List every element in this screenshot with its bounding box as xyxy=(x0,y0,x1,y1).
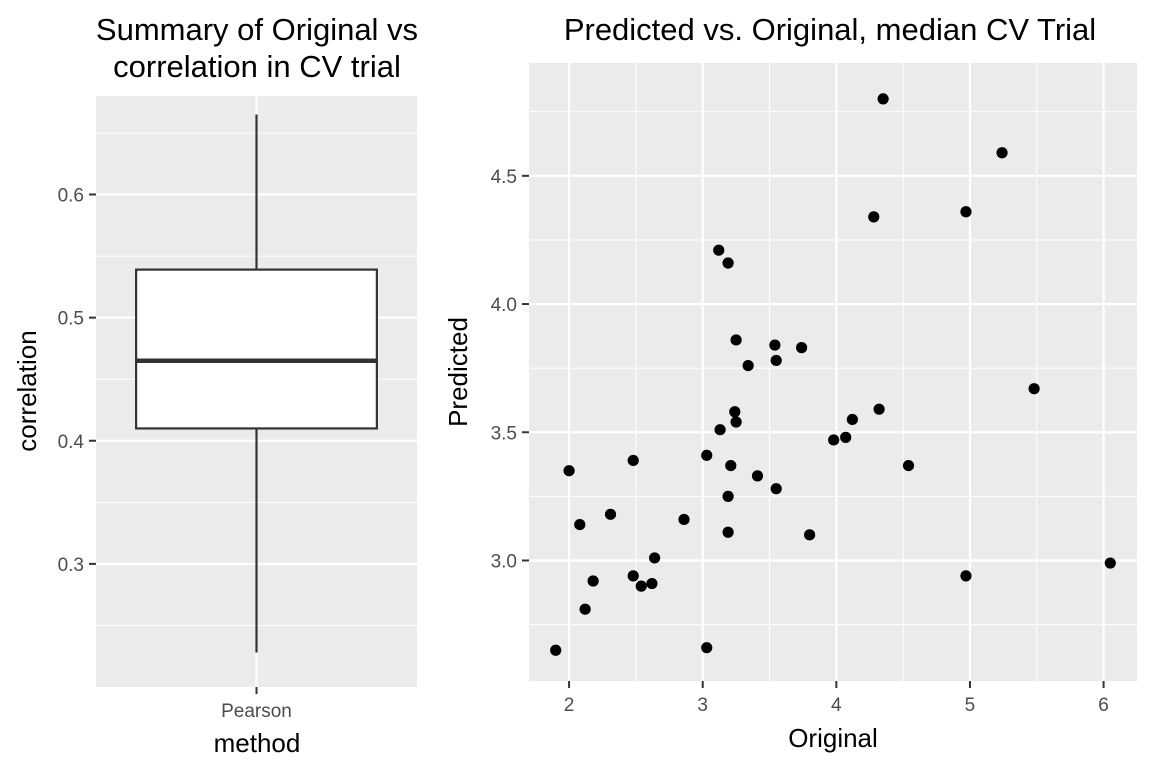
scatter-point xyxy=(730,416,742,428)
scatter-point xyxy=(1104,557,1116,569)
scatter-point xyxy=(649,552,661,564)
scatter-point xyxy=(678,513,690,526)
scatter-point xyxy=(722,526,734,538)
scatter-x-tick-label: 6 xyxy=(1098,695,1109,716)
scatter-point xyxy=(742,359,754,372)
boxplot-y-tick-label: 0.3 xyxy=(58,555,84,576)
scatter-x-axis-ticks: 2 3 4 5 6 xyxy=(564,681,1109,716)
scatter-point xyxy=(960,206,972,218)
scatter-y-tick-label: 3.0 xyxy=(491,551,517,572)
boxplot-y-tick-label: 0.6 xyxy=(58,186,84,207)
scatter-y-axis-title: Predicted xyxy=(443,317,473,427)
boxplot-y-axis-title: correlation xyxy=(12,330,42,451)
scatter-point xyxy=(627,454,639,467)
scatter-x-tick-label: 2 xyxy=(564,695,575,716)
scatter-panel: Predicted vs. Original, median CV Trial … xyxy=(443,12,1137,753)
scatter-point xyxy=(1028,383,1040,395)
boxplot-x-axis-ticks: Pearson xyxy=(221,687,292,722)
scatter-point xyxy=(902,459,915,472)
scatter-point xyxy=(550,644,562,656)
scatter-point xyxy=(751,470,764,482)
scatter-points xyxy=(550,93,1116,656)
scatter-point xyxy=(868,211,880,223)
scatter-point xyxy=(960,570,972,582)
scatter-point xyxy=(828,434,840,446)
scatter-point xyxy=(563,465,575,477)
scatter-plot-background xyxy=(529,63,1137,681)
boxplot-y-tick-label: 0.4 xyxy=(58,432,85,453)
scatter-point xyxy=(770,354,782,367)
scatter-point xyxy=(646,577,658,590)
boxplot-title-line-2: correlation in CV trial xyxy=(113,49,401,84)
scatter-point xyxy=(770,483,782,495)
scatter-x-axis-title: Original xyxy=(788,723,878,753)
boxplot-panel: Summary of Original vs correlation in CV… xyxy=(12,12,418,758)
scatter-point xyxy=(730,334,742,346)
scatter-point xyxy=(846,413,858,426)
boxplot-x-tick-label: Pearson xyxy=(221,701,292,722)
scatter-point xyxy=(996,147,1008,159)
scatter-point xyxy=(604,508,617,520)
boxplot-box xyxy=(135,268,378,430)
boxplot-x-axis-title: method xyxy=(214,728,301,758)
scatter-point xyxy=(635,580,647,592)
scatter-point xyxy=(840,431,852,443)
scatter-point xyxy=(714,424,726,436)
scatter-point xyxy=(701,642,713,654)
scatter-y-tick-label: 3.5 xyxy=(491,423,517,444)
scatter-point xyxy=(725,459,737,472)
scatter-point xyxy=(729,406,741,418)
scatter-point xyxy=(804,529,816,541)
scatter-point xyxy=(574,518,586,531)
boxplot-y-axis-ticks: 0.3 0.4 0.5 0.6 xyxy=(58,186,96,576)
boxplot-title-line-1: Summary of Original vs xyxy=(96,12,418,47)
scatter-x-tick-label: 4 xyxy=(831,695,842,716)
scatter-point xyxy=(627,570,639,582)
scatter-point xyxy=(587,575,599,587)
scatter-title: Predicted vs. Original, median CV Trial xyxy=(564,12,1096,47)
scatter-y-axis-ticks: 3.0 3.5 4.0 4.5 xyxy=(491,167,529,572)
scatter-point xyxy=(701,449,713,461)
scatter-y-tick-label: 4.5 xyxy=(491,167,517,188)
scatter-y-tick-label: 4.0 xyxy=(491,295,517,316)
scatter-point xyxy=(579,603,591,615)
scatter-point xyxy=(722,257,734,269)
boxplot-boxes xyxy=(135,114,378,653)
boxplot-y-tick-label: 0.5 xyxy=(58,309,84,330)
scatter-point xyxy=(713,244,725,256)
scatter-point xyxy=(873,403,885,415)
scatter-point xyxy=(769,339,781,351)
scatter-point xyxy=(795,342,808,354)
scatter-x-tick-label: 5 xyxy=(965,695,976,716)
scatter-point xyxy=(877,93,889,105)
scatter-point xyxy=(722,490,734,502)
scatter-x-tick-label: 3 xyxy=(697,695,708,716)
